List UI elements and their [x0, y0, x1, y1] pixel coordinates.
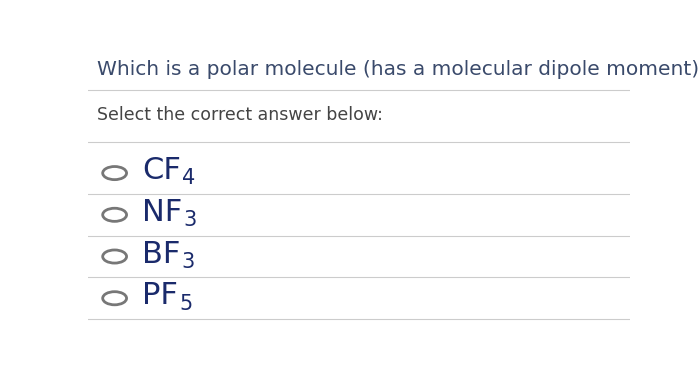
Text: PF: PF [141, 281, 178, 310]
Text: Select the correct answer below:: Select the correct answer below: [97, 106, 383, 124]
Text: CF: CF [141, 156, 181, 185]
Text: 3: 3 [183, 210, 197, 230]
Text: 3: 3 [182, 252, 195, 272]
Text: 5: 5 [179, 294, 193, 313]
Text: BF: BF [141, 240, 180, 269]
Text: 4: 4 [182, 168, 195, 188]
Text: Which is a polar molecule (has a molecular dipole moment)?: Which is a polar molecule (has a molecul… [97, 60, 700, 79]
Text: NF: NF [141, 198, 182, 227]
